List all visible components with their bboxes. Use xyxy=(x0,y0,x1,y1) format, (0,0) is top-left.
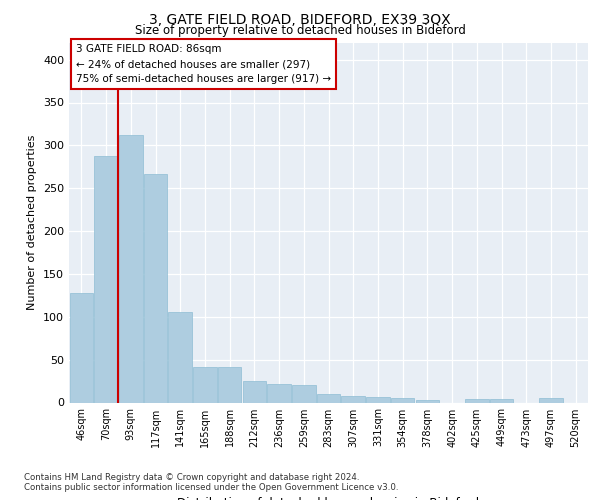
Bar xyxy=(70,293,93,403)
Text: Contains HM Land Registry data © Crown copyright and database right 2024.: Contains HM Land Registry data © Crown c… xyxy=(24,472,359,482)
Bar xyxy=(341,396,365,402)
Bar xyxy=(144,174,167,402)
Bar xyxy=(539,398,563,402)
Bar xyxy=(366,396,389,402)
X-axis label: Distribution of detached houses by size in Bideford: Distribution of detached houses by size … xyxy=(178,496,479,500)
Bar xyxy=(242,381,266,402)
Bar xyxy=(391,398,415,402)
Bar xyxy=(416,400,439,402)
Bar xyxy=(268,384,291,402)
Text: 3, GATE FIELD ROAD, BIDEFORD, EX39 3QX: 3, GATE FIELD ROAD, BIDEFORD, EX39 3QX xyxy=(149,12,451,26)
Bar xyxy=(218,366,241,402)
Text: Contains public sector information licensed under the Open Government Licence v3: Contains public sector information licen… xyxy=(24,484,398,492)
Y-axis label: Number of detached properties: Number of detached properties xyxy=(28,135,37,310)
Bar xyxy=(317,394,340,402)
Bar xyxy=(94,156,118,402)
Bar xyxy=(119,135,143,402)
Text: 3 GATE FIELD ROAD: 86sqm
← 24% of detached houses are smaller (297)
75% of semi-: 3 GATE FIELD ROAD: 86sqm ← 24% of detach… xyxy=(76,44,331,84)
Bar xyxy=(292,384,316,402)
Bar xyxy=(193,366,217,402)
Bar xyxy=(465,399,488,402)
Text: Size of property relative to detached houses in Bideford: Size of property relative to detached ho… xyxy=(134,24,466,37)
Bar xyxy=(490,399,513,402)
Bar xyxy=(169,312,192,402)
